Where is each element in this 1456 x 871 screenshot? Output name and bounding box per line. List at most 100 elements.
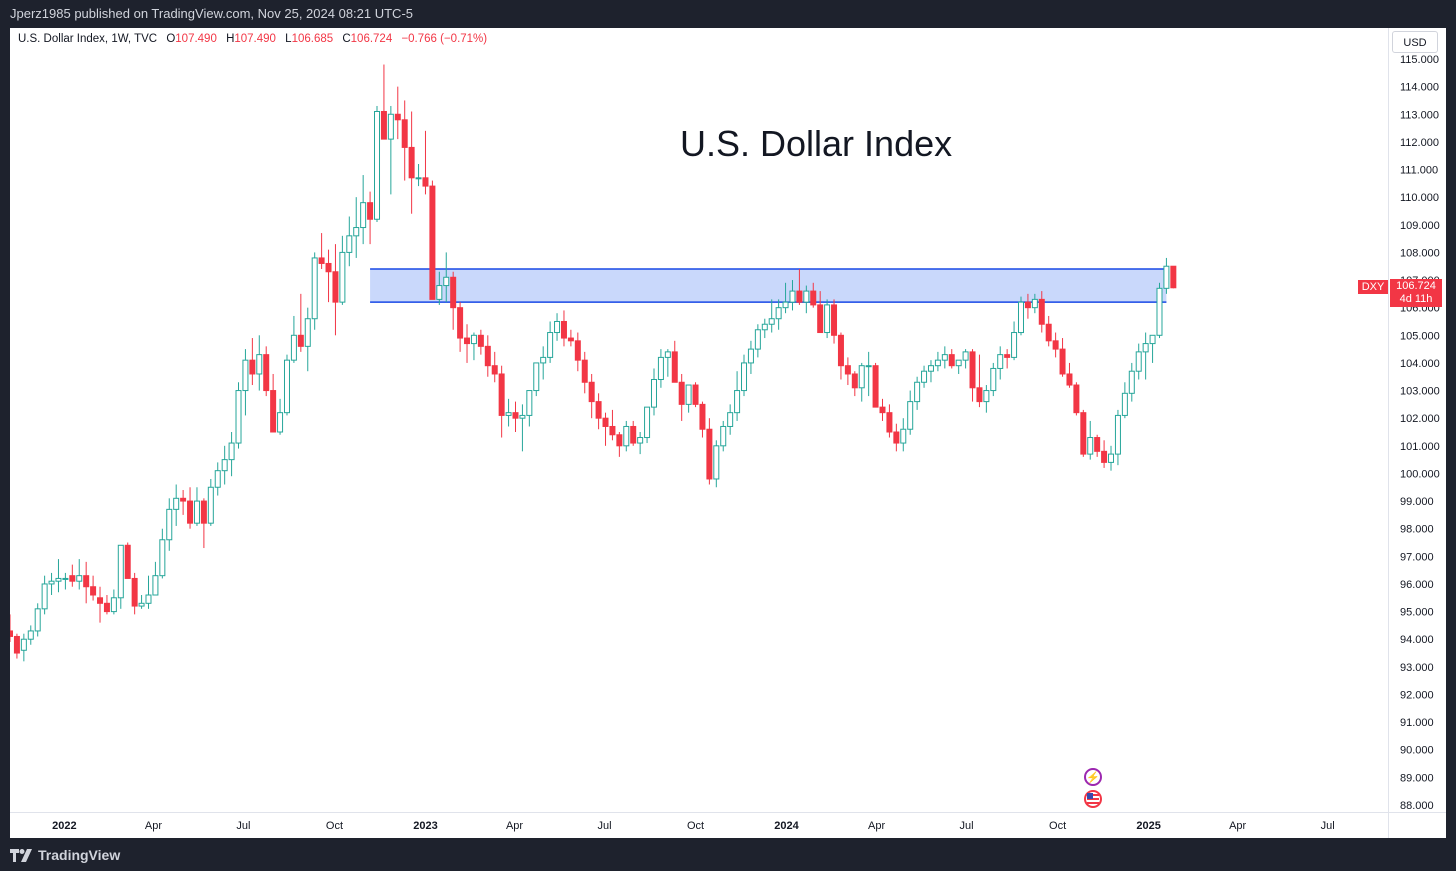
candle bbox=[242, 349, 249, 416]
candle bbox=[235, 382, 242, 449]
candle bbox=[1066, 362, 1073, 388]
candle bbox=[927, 360, 934, 383]
chart-panel[interactable]: 88.000 89.000 90.000 91.000 92.000 93.000 94.0… bbox=[10, 28, 1446, 838]
time-tick-label: Jul bbox=[960, 820, 974, 832]
candle bbox=[533, 362, 540, 397]
price-tick-label: 113.000 bbox=[1400, 109, 1439, 121]
candle bbox=[727, 404, 734, 435]
candle bbox=[914, 376, 921, 410]
candle bbox=[526, 390, 533, 427]
candle-body bbox=[810, 290, 817, 306]
candle bbox=[1149, 334, 1156, 363]
candle bbox=[283, 354, 290, 416]
candle bbox=[554, 313, 561, 341]
candle bbox=[360, 175, 367, 245]
candle bbox=[976, 354, 983, 408]
candle bbox=[616, 432, 623, 457]
tradingview-logo[interactable]: TradingView bbox=[10, 846, 120, 864]
price-tick-label: 89.000 bbox=[1400, 772, 1434, 784]
price-tick-label: 95.000 bbox=[1400, 607, 1434, 619]
footer-bar: TradingView bbox=[0, 838, 1456, 871]
candle-body bbox=[685, 384, 692, 405]
candle bbox=[540, 346, 547, 380]
candle-body bbox=[1080, 412, 1087, 455]
candle bbox=[34, 603, 41, 637]
candle-body bbox=[789, 290, 796, 303]
candle bbox=[623, 420, 630, 452]
candle bbox=[249, 338, 256, 386]
event-markers: ⚡ bbox=[1084, 768, 1102, 812]
candle bbox=[187, 487, 194, 529]
candle-body bbox=[623, 425, 630, 447]
lightning-icon[interactable]: ⚡ bbox=[1084, 768, 1102, 786]
open-label: O bbox=[166, 33, 176, 45]
price-tick-label: 110.000 bbox=[1400, 192, 1439, 204]
candles-layer bbox=[10, 64, 1177, 662]
candle bbox=[921, 365, 928, 388]
candle-body bbox=[671, 351, 678, 383]
candle bbox=[941, 346, 948, 369]
price-value-tag: 106.724 4d 11h bbox=[1390, 279, 1442, 307]
candle-body bbox=[900, 428, 907, 444]
price-tick-label: 104.000 bbox=[1400, 358, 1440, 370]
price-tick-label: 99.000 bbox=[1400, 496, 1434, 508]
candle bbox=[1087, 420, 1094, 460]
candle bbox=[1059, 338, 1066, 377]
candle bbox=[491, 351, 498, 383]
candle bbox=[401, 100, 408, 181]
candle-body bbox=[955, 359, 962, 367]
candle-body bbox=[360, 202, 367, 229]
candle bbox=[602, 412, 609, 446]
candlestick-chart[interactable]: 88.000 89.000 90.000 91.000 92.000 93.000 94.0… bbox=[10, 28, 1446, 838]
candle-body bbox=[193, 500, 200, 524]
candle-body bbox=[1135, 351, 1142, 372]
candle bbox=[567, 329, 574, 347]
candle bbox=[387, 105, 394, 195]
candle-body bbox=[304, 318, 311, 347]
candle bbox=[886, 404, 893, 438]
candle bbox=[803, 285, 810, 314]
price-tick-label: 112.000 bbox=[1400, 137, 1439, 149]
tradingview-logo-icon bbox=[10, 848, 32, 862]
candle bbox=[948, 349, 955, 369]
candle-body bbox=[990, 367, 997, 392]
candle-body bbox=[907, 401, 914, 430]
candle bbox=[990, 362, 997, 397]
candle-body bbox=[69, 575, 76, 582]
chart-annotation-title[interactable]: U.S. Dollar Index bbox=[680, 123, 953, 164]
candle bbox=[1121, 382, 1128, 419]
zone-fill bbox=[370, 268, 1167, 303]
publisher-text: Jperz1985 published on TradingView.com, … bbox=[10, 6, 414, 21]
us-flag-icon[interactable] bbox=[1084, 790, 1102, 808]
price-tick-label: 114.000 bbox=[1400, 82, 1439, 94]
candle bbox=[374, 105, 381, 223]
candle-body bbox=[83, 575, 90, 588]
candle-body bbox=[567, 337, 574, 342]
candle-body bbox=[727, 412, 734, 427]
candle-body bbox=[526, 390, 533, 416]
candle-body bbox=[443, 276, 450, 287]
brand-name: TradingView bbox=[38, 847, 121, 863]
candle-body bbox=[1031, 298, 1038, 309]
candle bbox=[741, 354, 748, 397]
candle bbox=[346, 216, 353, 267]
currency-button[interactable]: USD bbox=[1392, 31, 1438, 53]
candle-body bbox=[837, 334, 844, 367]
candle bbox=[1156, 282, 1163, 339]
candle bbox=[637, 432, 644, 455]
candle-body bbox=[1087, 437, 1094, 455]
symbol-description[interactable]: U.S. Dollar Index, 1W, TVC bbox=[18, 33, 158, 45]
candle-body bbox=[699, 403, 706, 430]
candle-body bbox=[283, 359, 290, 414]
candle-body bbox=[470, 334, 477, 345]
price-tick-label: 90.000 bbox=[1400, 745, 1434, 757]
candle bbox=[152, 561, 159, 596]
candle-body bbox=[921, 370, 928, 383]
candle bbox=[1101, 440, 1108, 468]
price-tick-label: 105.000 bbox=[1400, 330, 1440, 342]
candle bbox=[1094, 434, 1101, 457]
candle-body bbox=[630, 425, 637, 444]
candle-body bbox=[228, 442, 235, 461]
candle bbox=[775, 299, 782, 330]
candle bbox=[789, 280, 796, 311]
